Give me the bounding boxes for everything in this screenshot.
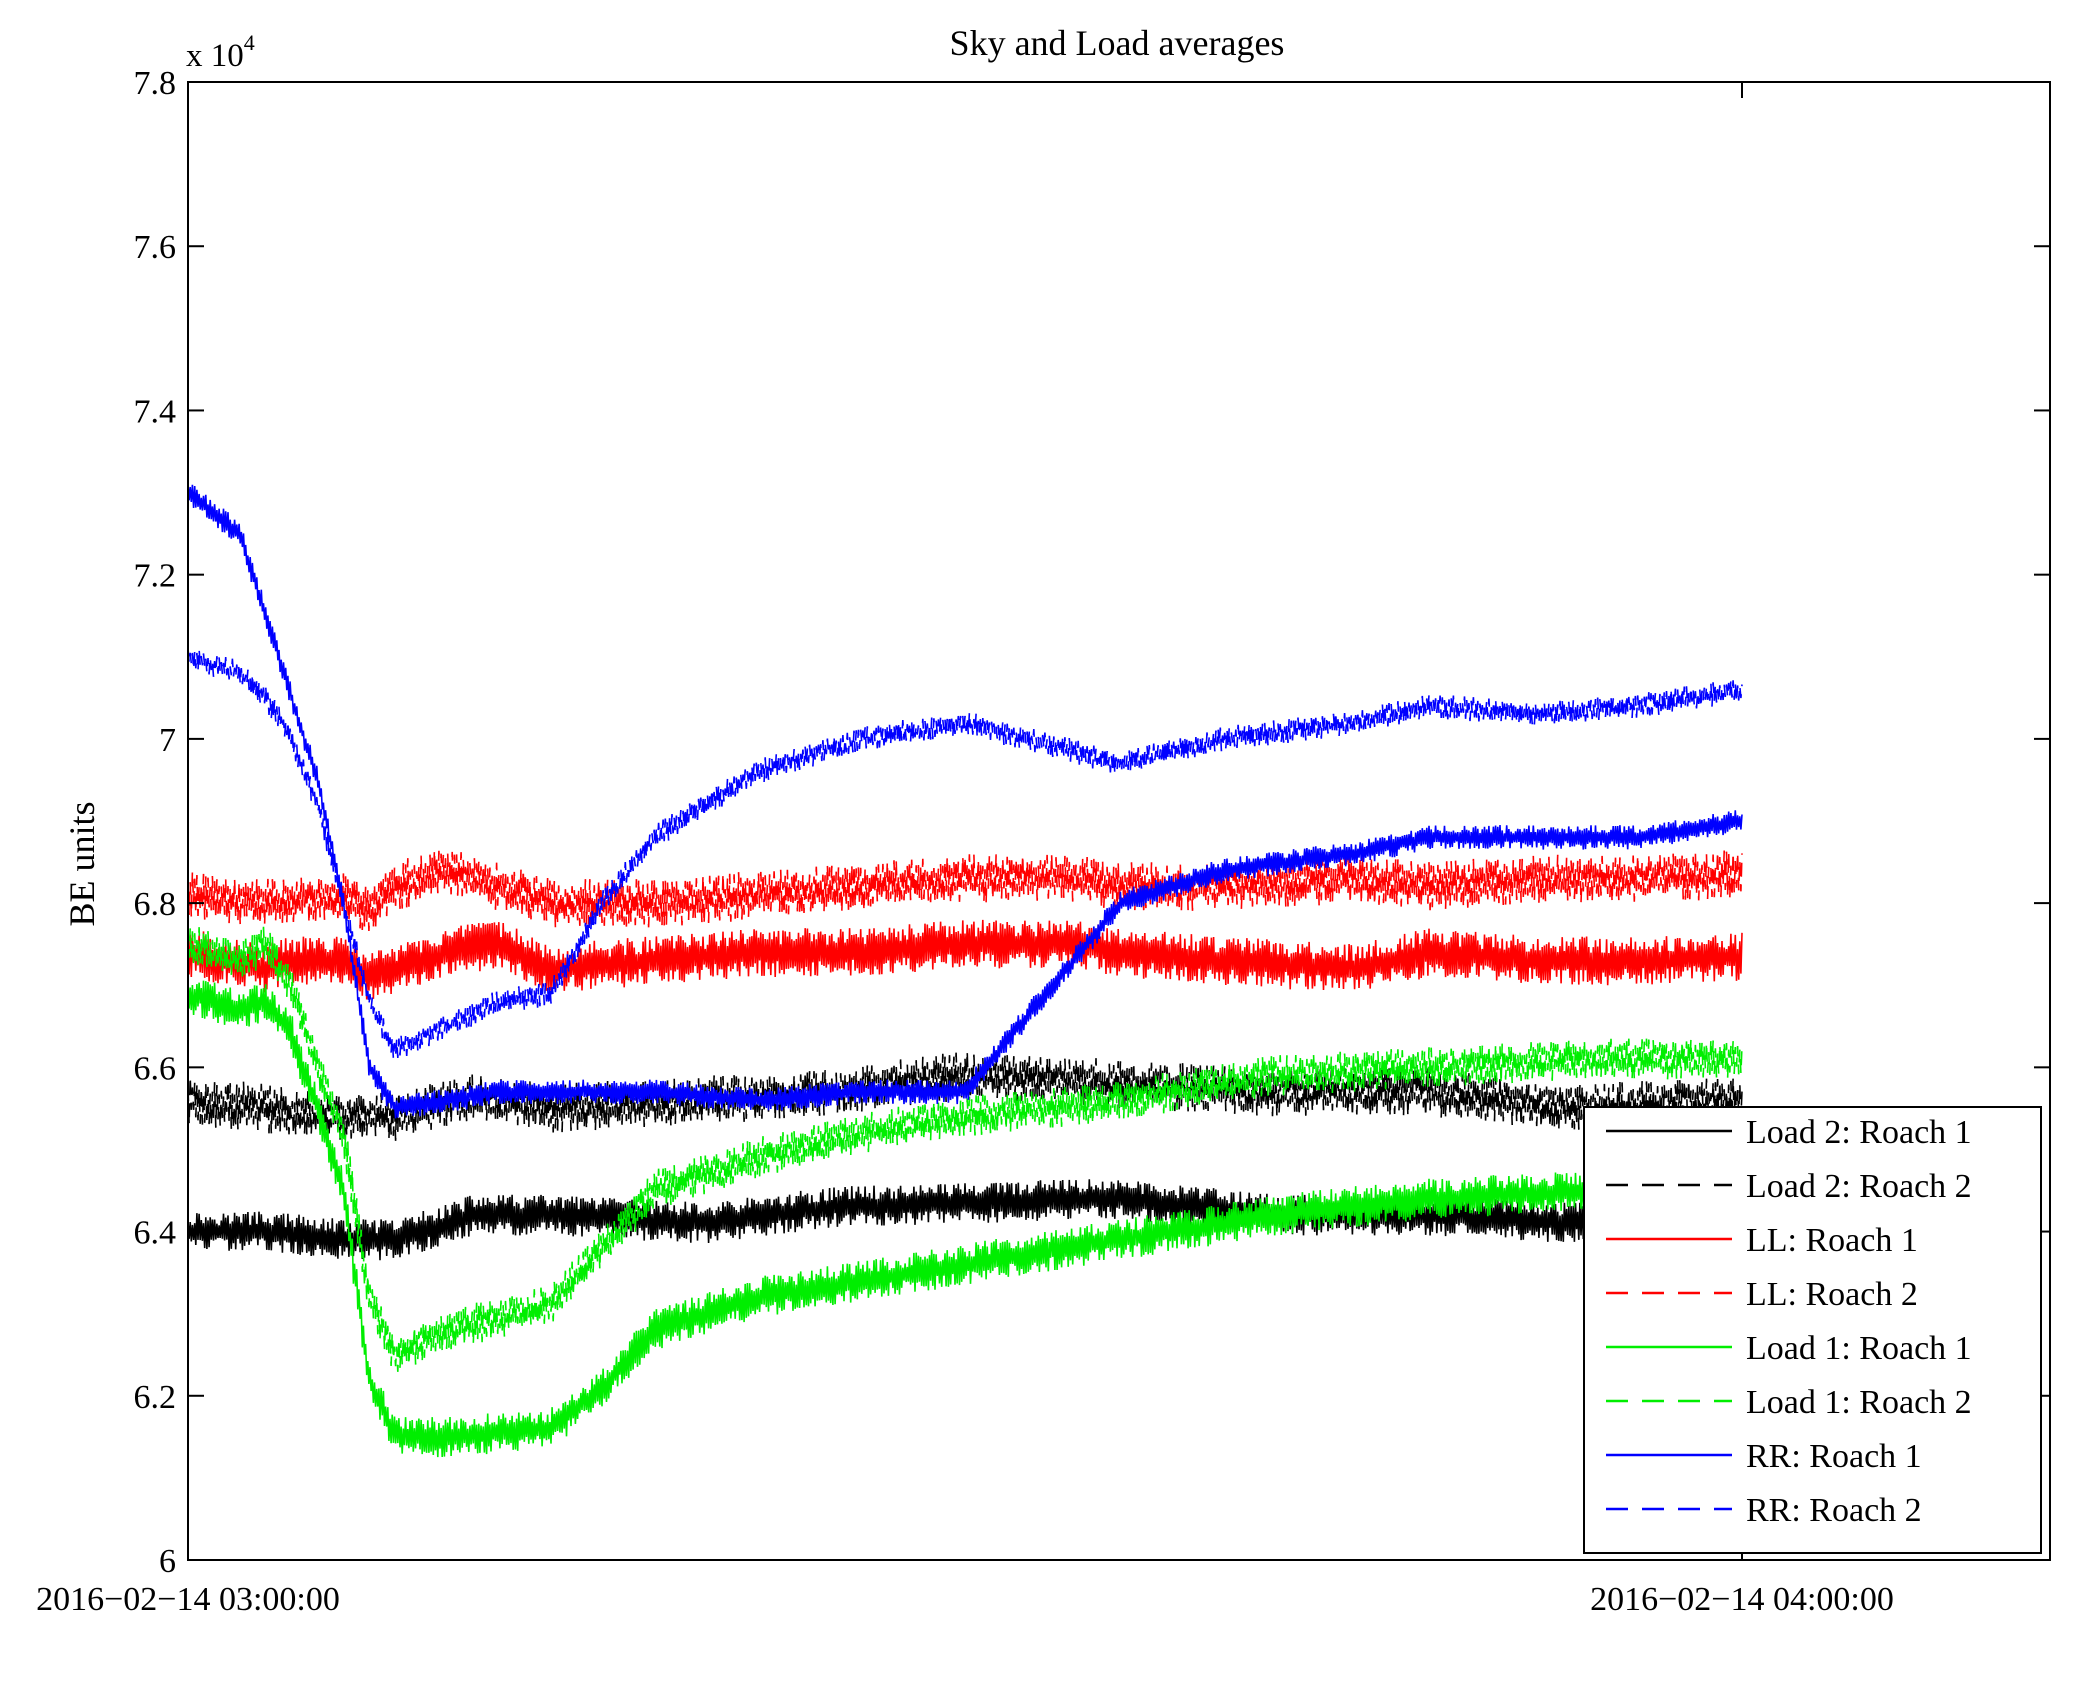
legend-label: Load 2: Roach 2 bbox=[1746, 1168, 1972, 1205]
legend-label: LL: Roach 2 bbox=[1746, 1276, 1918, 1313]
series-line-3 bbox=[187, 919, 1743, 1000]
series-line-2 bbox=[187, 1051, 1743, 1141]
series-line-4 bbox=[187, 849, 1743, 932]
y-tick-label: 7.2 bbox=[134, 558, 177, 595]
legend-label: RR: Roach 2 bbox=[1746, 1492, 1922, 1529]
y-tick-label: 7 bbox=[159, 722, 176, 759]
x-tick-label: 2016−02−14 04:00:00 bbox=[1590, 1581, 1894, 1618]
plot-area-frame bbox=[187, 81, 2051, 1561]
series-line-1 bbox=[187, 1179, 1743, 1261]
y-tick-label: 6.2 bbox=[134, 1379, 177, 1416]
y-axis-exponent: x 104 bbox=[186, 30, 255, 74]
y-axis-label: BE units bbox=[62, 801, 102, 926]
y-exponent-power: 4 bbox=[244, 30, 255, 55]
y-tick-label: 7.8 bbox=[134, 65, 177, 102]
y-exponent-base: x 10 bbox=[186, 38, 244, 74]
legend-box bbox=[1583, 1106, 2042, 1554]
series-line-7 bbox=[187, 483, 1743, 1119]
y-tick-label: 6.4 bbox=[134, 1215, 177, 1252]
legend-label: Load 1: Roach 1 bbox=[1746, 1330, 1972, 1367]
series-line-6 bbox=[187, 926, 1743, 1372]
legend-label: Load 2: Roach 1 bbox=[1746, 1114, 1972, 1151]
x-tick-label: 2016−02−14 03:00:00 bbox=[36, 1581, 340, 1618]
y-tick-label: 7.6 bbox=[134, 229, 177, 266]
y-tick-label: 6.6 bbox=[134, 1050, 177, 1087]
chart-title: Sky and Load averages bbox=[950, 23, 1285, 63]
series-line-5 bbox=[187, 980, 1743, 1458]
series-layer bbox=[187, 483, 1743, 1458]
y-tick-label: 7.4 bbox=[134, 393, 177, 430]
legend-label: LL: Roach 1 bbox=[1746, 1222, 1918, 1259]
series-line-8 bbox=[187, 647, 1743, 1059]
legend-label: Load 1: Roach 2 bbox=[1746, 1384, 1972, 1421]
legend-label: RR: Roach 1 bbox=[1746, 1438, 1922, 1475]
y-tick-label: 6.8 bbox=[134, 886, 177, 923]
y-tick-label: 6 bbox=[159, 1543, 176, 1580]
legend: Load 2: Roach 1 Load 2: Roach 2 LL: Roach … bbox=[1583, 1106, 2042, 1554]
